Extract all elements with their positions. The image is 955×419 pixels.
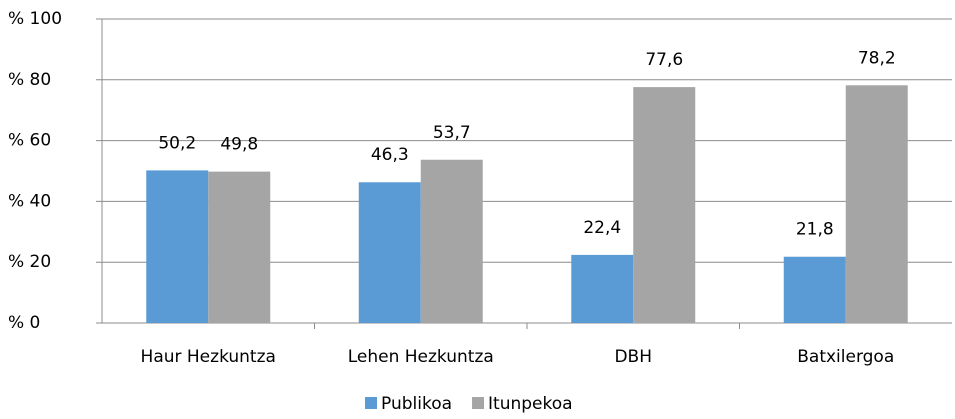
value-label: 49,8 [220,135,258,155]
value-label: 50,2 [158,133,196,153]
legend-swatch [472,397,485,409]
y-tick-label: % 40 [8,191,51,211]
x-tick-label: Lehen Hezkuntza [348,347,494,367]
y-tick-label: % 80 [8,70,51,90]
bar [208,171,271,323]
bar [358,182,421,323]
bar [633,87,696,323]
value-label: 21,8 [796,220,834,240]
bar [420,159,483,323]
y-tick-label: % 0 [8,313,40,333]
value-label: 77,6 [645,50,683,70]
y-tick-label: % 100 [8,9,62,29]
x-tick-label: Batxilergoa [797,347,894,367]
bar [146,170,209,323]
value-label: 78,2 [858,48,896,68]
y-tick-label: % 60 [8,131,51,151]
value-label: 22,4 [583,218,621,238]
bar [571,254,634,323]
legend-swatch [365,397,377,409]
x-tick-label: DBH [614,347,652,367]
bar [845,85,908,323]
legend-label: Itunpekoa [488,394,573,414]
legend-label: Publikoa [381,394,452,414]
x-tick-label: Haur Hezkuntza [141,347,276,367]
value-label: 53,7 [433,123,471,143]
y-tick-label: % 20 [8,252,51,272]
value-label: 46,3 [371,145,409,165]
bar [783,256,846,323]
